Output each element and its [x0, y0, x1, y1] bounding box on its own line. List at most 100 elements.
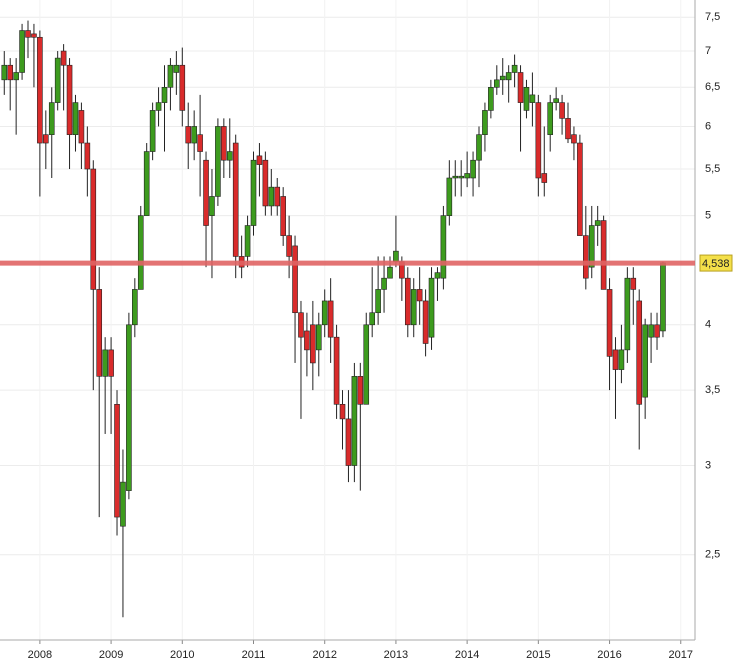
candle-body [452, 175, 459, 179]
candle-body [594, 220, 601, 226]
candle-body [209, 196, 215, 216]
y-tick-label: 7,5 [705, 11, 720, 23]
candle-body [440, 215, 447, 279]
candle-body [428, 277, 435, 338]
candle-body [72, 102, 79, 135]
y-tick-label: 3,5 [705, 384, 720, 396]
candle-body [203, 159, 209, 226]
candle-body [339, 403, 346, 420]
candle-body [416, 289, 423, 302]
candle-body [422, 300, 429, 344]
candle-body [25, 30, 31, 38]
candle-body [553, 98, 559, 103]
candle-body [173, 64, 180, 73]
candle-body [464, 173, 470, 179]
candle-body [446, 177, 453, 216]
candle-body [499, 75, 506, 81]
candle-body [43, 134, 49, 144]
candle-body [274, 186, 281, 207]
candle-body [583, 235, 589, 279]
candle-body [410, 289, 417, 326]
y-tick-label: 7 [705, 45, 711, 57]
candle-body [404, 277, 411, 326]
candle-body [292, 245, 298, 314]
candle-body [185, 126, 192, 144]
x-tick-label: 2008 [28, 649, 52, 661]
candle-body [375, 289, 381, 314]
candle-body [588, 225, 595, 268]
y-tick-label: 6 [705, 120, 711, 132]
candle-body [315, 324, 322, 351]
candle-body [96, 289, 103, 377]
candle-body [48, 102, 55, 135]
x-tick-label: 2014 [455, 649, 479, 661]
candle-body [155, 102, 162, 111]
candle-body [482, 110, 488, 135]
candle-body [78, 110, 85, 144]
candle-body [357, 376, 364, 405]
candle-body [126, 324, 132, 491]
candle-body [84, 142, 91, 170]
candle-body [19, 30, 25, 73]
candle-body [37, 36, 43, 144]
y-tick-label: 4 [705, 319, 711, 331]
candle-body [517, 72, 524, 103]
candle-body [458, 175, 464, 179]
candle-body [179, 64, 186, 111]
candle-body [167, 64, 174, 88]
candle-body [327, 300, 334, 338]
candle-body [280, 196, 286, 236]
candle-body [565, 118, 571, 140]
candle-body [310, 324, 316, 364]
candle-body [262, 159, 269, 207]
candle-body [321, 300, 328, 326]
candle-body [648, 324, 654, 338]
candle-body [606, 289, 613, 357]
y-tick-label: 6,5 [705, 81, 720, 93]
candle-body [137, 215, 144, 290]
candle-body [250, 159, 257, 226]
y-tick-label: 3 [705, 459, 711, 471]
x-tick-label: 2016 [597, 649, 621, 661]
y-tick-label: 2,5 [705, 549, 720, 561]
candle-body [494, 79, 500, 88]
candle-body [660, 262, 666, 332]
candle-body [363, 324, 370, 405]
candle-body [13, 72, 19, 81]
x-tick-label: 2015 [526, 649, 550, 661]
candle-body [120, 481, 126, 527]
candle-body [523, 87, 530, 111]
candle-body [90, 168, 97, 290]
candle-body [108, 349, 114, 377]
candle-body [612, 349, 619, 370]
x-tick-label: 2017 [669, 649, 693, 661]
candle-body [161, 87, 168, 103]
candle-body [256, 155, 263, 165]
candle-body [642, 324, 648, 398]
candle-body [215, 126, 221, 197]
candle-body [197, 134, 203, 152]
candle-body [304, 330, 310, 351]
candle-body [60, 50, 67, 66]
candle-body [1, 64, 8, 81]
x-tick-label: 2012 [312, 649, 336, 661]
candle-body [102, 349, 108, 377]
candle-body [191, 126, 197, 144]
x-tick-label: 2011 [242, 649, 266, 661]
candle-body [559, 102, 565, 119]
candle-body [630, 277, 637, 290]
y-tick-label: 5,5 [705, 163, 720, 175]
candle-body [351, 376, 358, 466]
candle-body [434, 272, 441, 279]
candle-body [132, 289, 138, 326]
candle-body [244, 225, 251, 257]
candle-body [54, 57, 61, 103]
candle-body [476, 134, 482, 161]
candle-body [381, 277, 387, 290]
candle-body [535, 102, 542, 179]
candle-body [232, 142, 239, 257]
candle-body [226, 151, 233, 161]
candle-body [529, 94, 536, 103]
price-label-box [699, 254, 733, 272]
price-label: 4,538 [702, 258, 730, 270]
